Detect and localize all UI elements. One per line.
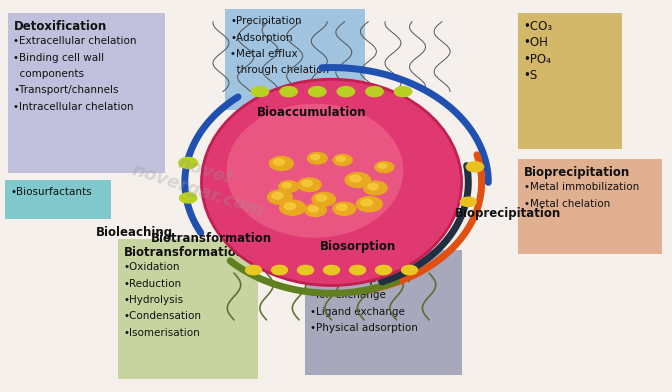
Text: •CO₃: •CO₃	[523, 20, 553, 33]
Circle shape	[337, 87, 355, 97]
Text: Bioaccumulation: Bioaccumulation	[257, 106, 366, 119]
Circle shape	[368, 183, 378, 190]
Circle shape	[307, 152, 327, 164]
Text: components: components	[13, 69, 85, 79]
Circle shape	[333, 154, 352, 165]
FancyBboxPatch shape	[118, 239, 258, 379]
Text: Biotransformation: Biotransformation	[151, 232, 272, 245]
Circle shape	[274, 159, 284, 165]
Text: Bioprecipitation: Bioprecipitation	[523, 166, 630, 179]
FancyBboxPatch shape	[518, 13, 622, 149]
Ellipse shape	[226, 103, 403, 238]
Circle shape	[337, 156, 345, 162]
Ellipse shape	[202, 79, 462, 285]
Circle shape	[356, 197, 382, 212]
Circle shape	[304, 204, 327, 216]
Text: Biosorption: Biosorption	[320, 240, 396, 253]
Circle shape	[251, 87, 269, 97]
Circle shape	[337, 204, 347, 211]
Circle shape	[272, 192, 283, 199]
Circle shape	[394, 87, 412, 97]
Text: •PO₄: •PO₄	[523, 53, 552, 66]
Circle shape	[378, 163, 386, 169]
Circle shape	[179, 193, 197, 203]
Text: •Metal efflux: •Metal efflux	[230, 49, 298, 59]
Text: Biosorption: Biosorption	[310, 258, 386, 270]
Circle shape	[402, 265, 417, 275]
Circle shape	[466, 162, 484, 172]
FancyBboxPatch shape	[225, 9, 365, 111]
Circle shape	[298, 178, 321, 192]
Text: Bioprecipitation: Bioprecipitation	[455, 207, 561, 220]
Circle shape	[323, 265, 339, 275]
Circle shape	[316, 195, 327, 201]
Text: •Hydrolysis: •Hydrolysis	[124, 295, 183, 305]
Circle shape	[298, 265, 314, 275]
Circle shape	[345, 173, 370, 187]
Text: •Metal immobilization: •Metal immobilization	[523, 182, 639, 192]
Circle shape	[245, 265, 261, 275]
Circle shape	[284, 203, 296, 210]
Text: •Reduction: •Reduction	[124, 278, 181, 289]
Text: •Oxidation: •Oxidation	[124, 262, 180, 272]
Circle shape	[308, 87, 326, 97]
FancyBboxPatch shape	[8, 13, 165, 172]
Circle shape	[364, 181, 387, 195]
Text: •Extracellular chelation: •Extracellular chelation	[13, 36, 137, 46]
Text: •Precipitation: •Precipitation	[230, 16, 302, 26]
Text: •Microprecipitation: •Microprecipitation	[310, 274, 411, 284]
Circle shape	[375, 162, 394, 172]
FancyBboxPatch shape	[305, 250, 462, 375]
Text: through chelation: through chelation	[230, 65, 329, 75]
Text: •Metal chelation: •Metal chelation	[523, 199, 610, 209]
Circle shape	[308, 206, 319, 212]
FancyBboxPatch shape	[518, 159, 662, 254]
Text: •Ion exchange: •Ion exchange	[310, 290, 386, 300]
Text: •S: •S	[523, 69, 538, 82]
Text: •OH: •OH	[523, 36, 548, 49]
Text: •Ligand exchange: •Ligand exchange	[310, 307, 405, 316]
Circle shape	[366, 87, 383, 97]
Circle shape	[302, 180, 312, 187]
Text: •Transport/channels: •Transport/channels	[13, 85, 119, 96]
Circle shape	[333, 202, 355, 215]
Text: Biotransformation: Biotransformation	[124, 246, 245, 259]
Circle shape	[349, 175, 361, 182]
Text: •Adsorption: •Adsorption	[230, 33, 293, 42]
Text: •Binding cell wall: •Binding cell wall	[13, 53, 105, 63]
Text: •Physical adsorption: •Physical adsorption	[310, 323, 418, 333]
Text: •Isomerisation: •Isomerisation	[124, 328, 200, 338]
Circle shape	[179, 158, 198, 169]
Circle shape	[282, 183, 291, 188]
Circle shape	[269, 156, 294, 171]
Circle shape	[279, 181, 298, 192]
Text: •Intracellular chelation: •Intracellular chelation	[13, 102, 134, 112]
Circle shape	[361, 199, 372, 206]
Circle shape	[376, 265, 392, 275]
FancyBboxPatch shape	[5, 180, 112, 220]
Text: Detoxification: Detoxification	[13, 20, 107, 33]
Circle shape	[311, 154, 320, 160]
Circle shape	[280, 87, 297, 97]
Circle shape	[349, 265, 366, 275]
Circle shape	[267, 190, 292, 204]
Text: Bioleaching: Bioleaching	[96, 227, 173, 240]
Text: •Biosurfactants: •Biosurfactants	[10, 187, 91, 198]
Circle shape	[460, 197, 476, 207]
Circle shape	[280, 200, 306, 215]
Text: novel
novergar.com: novel novergar.com	[130, 141, 273, 220]
Text: •Condensation: •Condensation	[124, 311, 202, 321]
Circle shape	[271, 265, 288, 275]
Circle shape	[312, 192, 335, 206]
